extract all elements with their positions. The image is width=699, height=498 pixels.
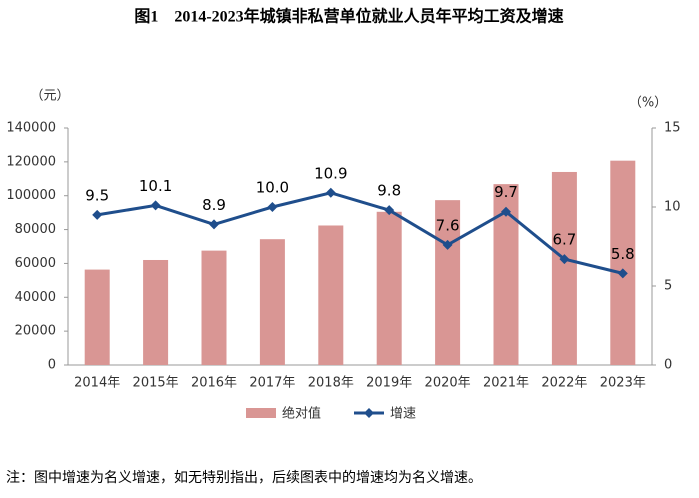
marker	[209, 219, 219, 230]
value-label: 9.8	[377, 182, 401, 200]
value-label: 10.1	[139, 177, 172, 195]
y2-tick-label: 15	[664, 121, 681, 136]
marker	[384, 205, 395, 216]
bar	[84, 269, 110, 365]
marker	[617, 268, 628, 279]
marker	[559, 254, 570, 265]
value-label: 9.5	[85, 186, 109, 204]
y-tick-label: 60000	[15, 256, 56, 271]
x-tick-label: 2016年	[191, 376, 237, 391]
y-tick-label: 120000	[6, 154, 56, 169]
y-tick-label: 0	[48, 358, 56, 373]
y-unit-label: （元）	[30, 89, 69, 104]
x-tick-label: 2017年	[249, 376, 295, 391]
y-tick-label: 40000	[15, 290, 56, 305]
y2-tick-label: 5	[664, 279, 672, 294]
y2-tick-label: 10	[664, 200, 681, 215]
y2-unit-label: （%）	[629, 96, 667, 111]
bar	[551, 171, 577, 365]
line	[96, 191, 624, 275]
y-tick-label: 100000	[6, 188, 56, 203]
value-label: 7.6	[436, 216, 460, 234]
marker	[150, 200, 161, 211]
bar	[201, 250, 227, 365]
value-label: 6.7	[552, 231, 576, 249]
marker	[92, 209, 103, 220]
value-label: 8.9	[202, 196, 226, 214]
y-tick-label: 80000	[15, 222, 56, 237]
legend-swatch	[246, 408, 276, 418]
marker	[501, 206, 511, 217]
value-label: 5.8	[611, 245, 635, 263]
bar	[435, 200, 461, 365]
x-tick-label: 2022年	[541, 376, 587, 391]
note: 注：图中增速为名义增速，如无特别指出，后续图表中的增速均为名义增速。	[6, 469, 482, 486]
marker	[325, 187, 336, 198]
y-tick-label: 140000	[6, 121, 56, 136]
legend-label: 绝对值	[282, 406, 321, 422]
x-tick-label: 2020年	[425, 376, 471, 391]
bar	[143, 259, 169, 365]
x-tick-label: 2023年	[600, 376, 646, 391]
legend-swatch	[364, 408, 374, 418]
x-tick-label: 2019年	[366, 376, 412, 391]
x-tick-label: 2021年	[483, 376, 529, 391]
bar	[610, 160, 636, 365]
marker	[267, 202, 278, 212]
chart-title: 图1 2014-2023年城镇非私营单位就业人员年平均工资及增速	[134, 7, 563, 26]
bar	[376, 211, 402, 365]
value-label: 9.7	[494, 183, 518, 201]
bar	[318, 225, 344, 365]
legend-label: 增速	[390, 407, 416, 422]
x-tick-label: 2015年	[133, 376, 179, 391]
value-label: 10.9	[314, 164, 347, 182]
x-tick-label: 2018年	[308, 376, 354, 391]
value-label: 10.0	[256, 179, 289, 197]
x-tick-label: 2014年	[74, 376, 120, 391]
y-tick-label: 20000	[15, 324, 56, 339]
marker	[442, 239, 453, 250]
y2-tick-label: 0	[664, 358, 672, 373]
bar	[259, 239, 285, 365]
